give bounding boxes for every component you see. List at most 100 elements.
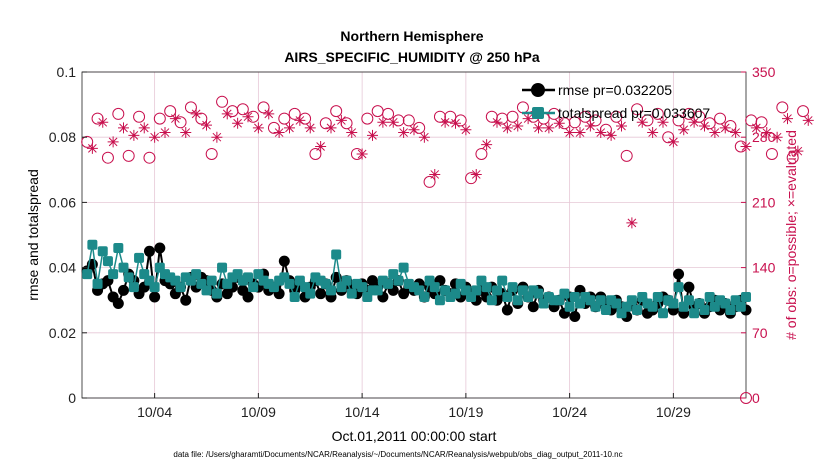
obs-evaluated-point-19 <box>284 122 295 134</box>
obs-evaluated-point-7 <box>159 127 171 139</box>
totalspread-point-7 <box>118 262 129 273</box>
totalspread-point-25 <box>211 288 222 299</box>
obs-evaluated-point-14 <box>232 117 244 129</box>
totalspread-point-126 <box>735 301 746 312</box>
obs-evaluated-point-9 <box>180 127 192 139</box>
obs-possible-point-0 <box>81 135 94 148</box>
x-tick-label-2: 10/14 <box>345 404 380 420</box>
obs-evaluated-point-13 <box>221 108 233 120</box>
obs-possible-point-42 <box>516 101 529 114</box>
chart-title: Northern Hemisphere <box>340 28 483 44</box>
obs-possible-point-15 <box>236 103 249 116</box>
totalspread-point-1 <box>87 239 98 250</box>
obs-possible-point-13 <box>216 95 229 108</box>
totalspread-point-82 <box>507 282 518 293</box>
obs-evaluated-point-46 <box>564 127 576 139</box>
obs-evaluated-point-56 <box>667 136 679 148</box>
obs-evaluated-point-59 <box>699 120 710 132</box>
obs-possible-point-22 <box>309 147 322 160</box>
obs-evaluated-point-4 <box>128 129 140 141</box>
legend-totalspread-label: totalspread pr=0.033607 <box>558 105 710 121</box>
obs-evaluated-point-41 <box>512 120 524 132</box>
legend: rmse pr=0.032205 totalspread pr=0.033607 <box>522 82 710 121</box>
totalspread-point-127 <box>741 291 751 302</box>
obs-evaluated-point-63 <box>740 141 752 153</box>
totalspread-point-124 <box>725 304 736 315</box>
obs-evaluated-point-10 <box>190 108 202 120</box>
totalspread-point-43 <box>305 288 316 299</box>
obs-evaluated-point-28 <box>377 116 389 128</box>
totalspread-point-120 <box>704 291 715 302</box>
totalspread-point-24 <box>206 275 217 286</box>
x-tick-label-3: 10/19 <box>448 404 483 420</box>
totalspread-point-65 <box>419 291 430 302</box>
obs-evaluated-point-3 <box>118 122 129 134</box>
totalspread-point-10 <box>134 252 145 263</box>
obs-possible-point-4 <box>122 149 135 162</box>
obs-possible-point-64 <box>745 114 758 127</box>
totalspread-point-80 <box>497 275 508 286</box>
obs-evaluated-point-68 <box>792 145 804 157</box>
totalspread-point-51 <box>346 288 357 299</box>
data-file-note: data file: /Users/gharamti/Documents/NCA… <box>173 450 622 459</box>
x-axis-ticks: 10/04 10/09 10/14 10/19 10/24 10/29 <box>137 393 691 420</box>
totalspread-point-53 <box>357 282 368 293</box>
totalspread-point-32 <box>248 282 259 293</box>
legend-totalspread-marker <box>532 107 544 119</box>
obs-evaluated-point-40 <box>501 122 513 134</box>
obs-evaluated-point-36 <box>460 124 472 136</box>
x-axis-label: Oct.01,2011 00:00:00 start <box>332 428 497 444</box>
obs-possible-point-7 <box>153 112 166 125</box>
totalspread-point-40 <box>289 291 300 302</box>
obs-evaluated-point-27 <box>367 129 378 141</box>
totalspread-point-3 <box>97 246 108 257</box>
obs-evaluated-point-69 <box>802 114 814 126</box>
obs-evaluated-point-52 <box>626 217 638 229</box>
obs-evaluated-point-50 <box>605 129 617 141</box>
totalspread-point-81 <box>502 291 513 302</box>
obs-possible-point-67 <box>776 101 789 114</box>
obs-evaluated-point-42 <box>522 113 534 125</box>
totalspread-point-6 <box>113 243 124 254</box>
obs-evaluated-point-17 <box>263 108 275 120</box>
obs-evaluated-point-24 <box>335 114 347 126</box>
x-tick-label-0: 10/04 <box>137 404 172 420</box>
obs-evaluated-point-8 <box>169 113 181 125</box>
obs-evaluated-point-64 <box>750 122 762 134</box>
totalspread-point-78 <box>486 295 497 306</box>
obs-evaluated-point-53 <box>636 116 648 128</box>
obs-possible-point-33 <box>423 175 436 188</box>
totalspread-point-93 <box>564 301 575 312</box>
obs-possible-point-17 <box>257 101 270 114</box>
obs-possible-point-2 <box>101 151 114 164</box>
totalspread-point-109 <box>647 301 658 312</box>
rmse-point-81 <box>501 304 513 316</box>
obs-possible-point-6 <box>143 151 156 164</box>
right-tick-label-4: 280 <box>752 129 776 145</box>
rmse-point-86 <box>527 301 539 313</box>
obs-possible-point-27 <box>361 112 374 125</box>
totalspread-point-31 <box>243 272 253 283</box>
legend-rmse-marker <box>531 83 545 97</box>
totalspread-point-5 <box>108 269 119 280</box>
obs-evaluated-point-11 <box>201 119 212 131</box>
rmse-point-94 <box>569 311 581 322</box>
plot-frame <box>81 71 747 399</box>
obs-evaluated-point-44 <box>543 122 555 134</box>
left-tick-label-4: 0.08 <box>49 129 76 145</box>
right-tick-label-3: 210 <box>752 194 776 210</box>
obs-evaluated-point-26 <box>356 148 368 160</box>
totalspread-point-0 <box>82 269 93 280</box>
left-axis-ticks: 0 0.02 0.04 0.06 0.08 0.1 <box>49 64 87 406</box>
obs-possible-point-31 <box>402 114 415 127</box>
obs-evaluated-point-65 <box>761 127 773 139</box>
rmse-point-114 <box>673 268 685 280</box>
totalspread-point-8 <box>123 272 134 283</box>
rmse-point-12 <box>143 245 155 257</box>
legend-rmse-label: rmse pr=0.032205 <box>558 82 672 98</box>
rmse-point-45 <box>315 288 327 300</box>
obs-evaluated-point-38 <box>481 139 493 151</box>
left-tick-label-3: 0.06 <box>49 194 76 210</box>
totalspread-point-83 <box>512 295 523 306</box>
